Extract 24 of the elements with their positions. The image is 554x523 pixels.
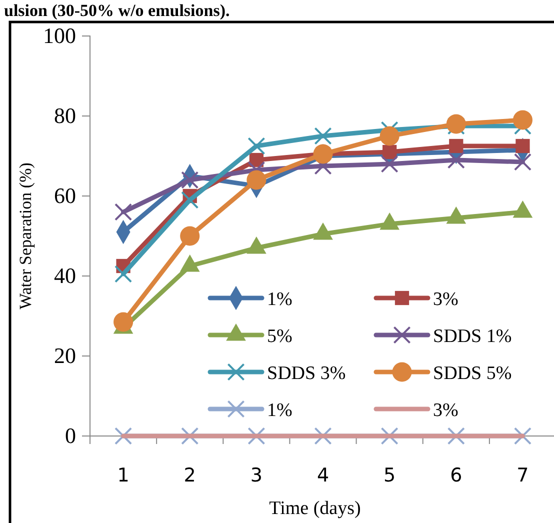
legend-label: 5% [267,326,292,347]
legend-label: SDDS 1% [433,326,512,347]
legend-label: SDDS 3% [267,363,346,384]
y-axis-title: Water Separation (%) [16,162,35,310]
x-tick-label: 4 [316,464,330,486]
y-tick-label: 60 [54,183,76,208]
y-tick-label: 20 [54,343,76,368]
x-axis-title: Time (days) [269,498,361,519]
legend-label: SDDS 5% [433,363,512,384]
legend-label: 1% [267,400,292,421]
x-tick-label: 6 [450,464,462,486]
x-tick-label: 1 [117,464,130,486]
y-tick-label: 80 [54,103,76,128]
x-tick-label: 5 [384,464,396,486]
legend-label: 1% [267,289,292,310]
y-tick-label: 100 [43,23,76,48]
y-tick-label: 0 [65,423,76,448]
x-tick-label: 7 [516,464,529,486]
legend-label: 3% [433,289,458,310]
x-tick-label: 3 [250,464,262,486]
text: ulsion (30-50% w/o emulsions). [4,1,230,20]
y-tick-label: 40 [54,263,76,288]
legend-label: 3% [433,400,458,421]
x-tick-label: 2 [184,464,196,486]
